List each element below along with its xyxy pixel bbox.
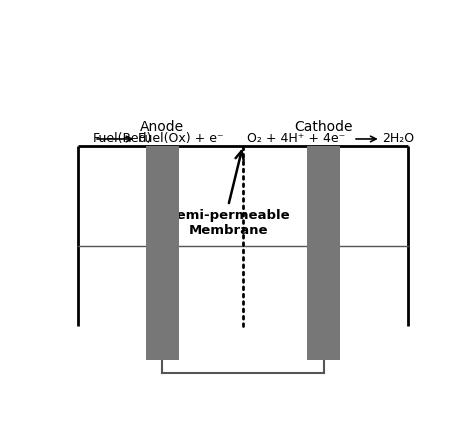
Text: Fuel(Ox) + e⁻: Fuel(Ox) + e⁻ xyxy=(138,132,224,145)
Text: Cathode: Cathode xyxy=(294,120,353,134)
Text: Anode: Anode xyxy=(140,120,184,134)
Bar xyxy=(146,146,179,359)
Text: 2H₂O: 2H₂O xyxy=(383,132,415,145)
Bar xyxy=(307,146,340,359)
Text: Fuel(Red): Fuel(Red) xyxy=(92,132,152,145)
Text: Semi-permeable
Membrane: Semi-permeable Membrane xyxy=(167,209,290,237)
Text: O₂ + 4H⁺ + 4e⁻: O₂ + 4H⁺ + 4e⁻ xyxy=(246,132,345,145)
